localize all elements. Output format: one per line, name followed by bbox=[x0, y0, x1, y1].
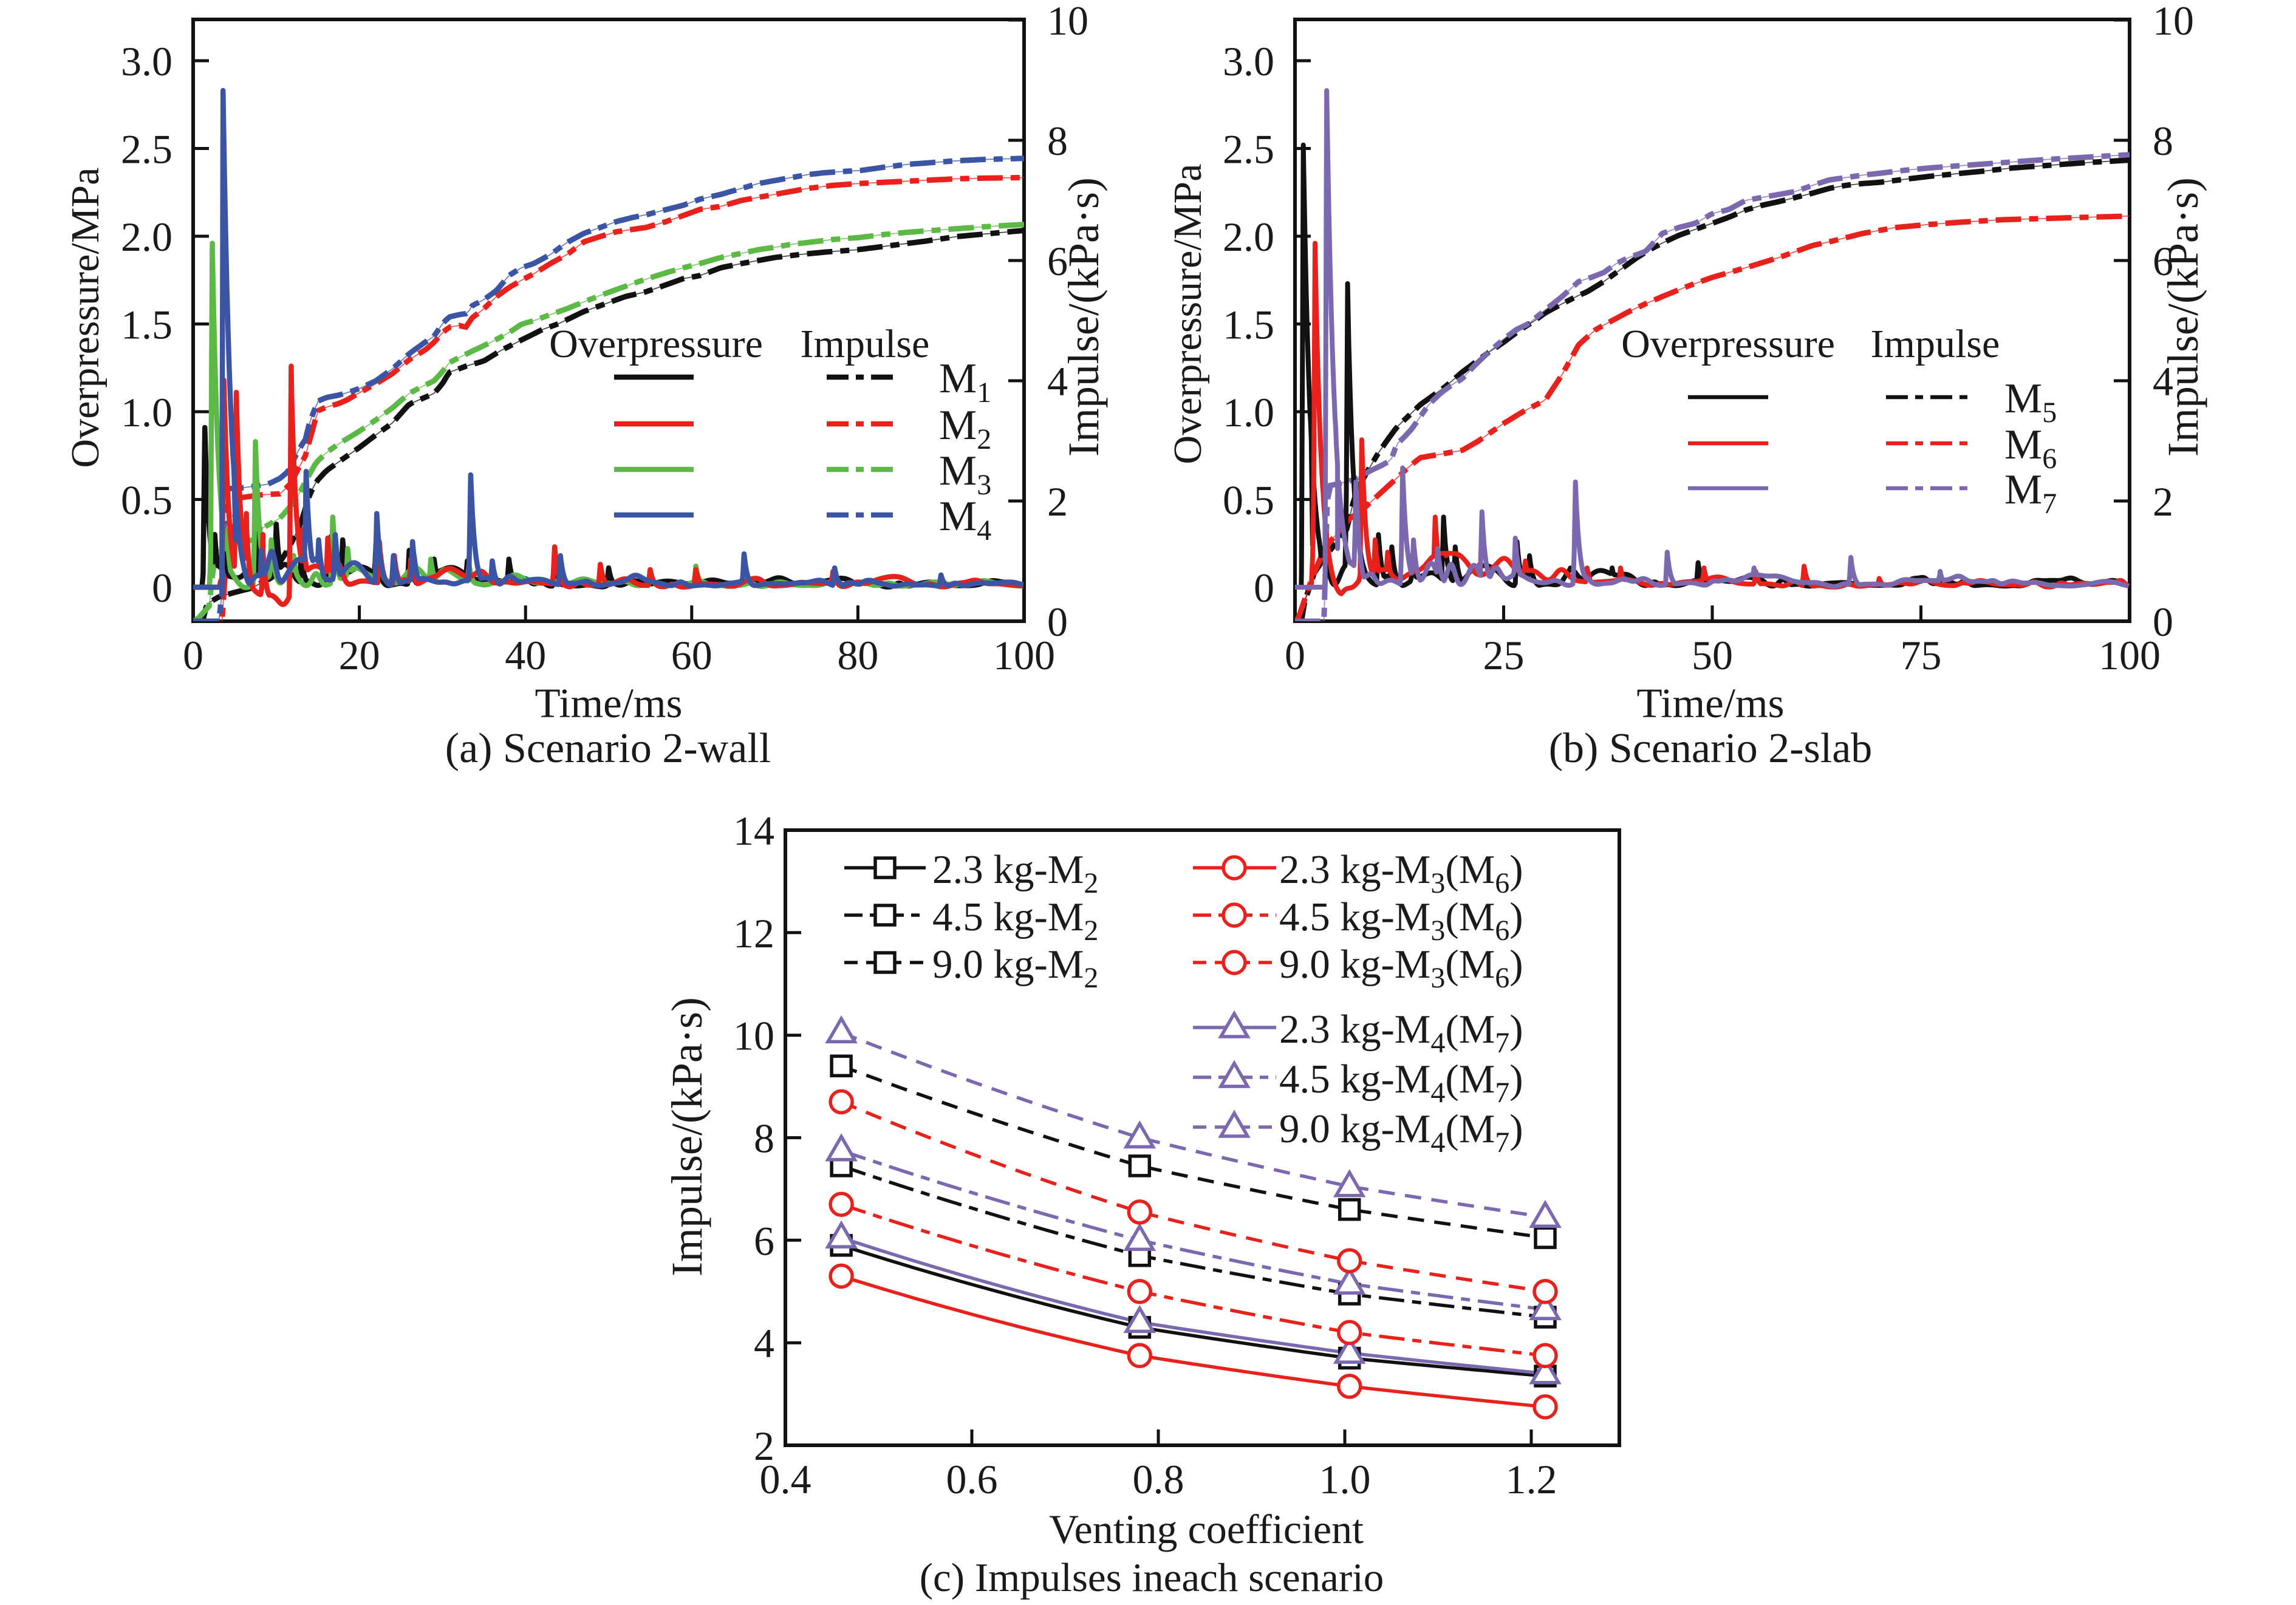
svg-text:1.2: 1.2 bbox=[1506, 1456, 1557, 1502]
svg-text:2.5: 2.5 bbox=[1223, 126, 1274, 172]
svg-text:2: 2 bbox=[2153, 479, 2173, 525]
svg-text:0.5: 0.5 bbox=[1223, 477, 1274, 523]
svg-text:Impulse/(kPa·s): Impulse/(kPa·s) bbox=[1059, 177, 1108, 457]
svg-text:6: 6 bbox=[2153, 238, 2173, 284]
svg-text:9.0 kg-M4(M7): 9.0 kg-M4(M7) bbox=[1279, 1106, 1523, 1159]
svg-text:8: 8 bbox=[1047, 118, 1068, 164]
svg-text:9.0 kg-M2: 9.0 kg-M2 bbox=[932, 942, 1098, 994]
svg-text:0.4: 0.4 bbox=[760, 1456, 811, 1502]
svg-text:Impulse: Impulse bbox=[801, 322, 930, 366]
svg-text:1.0: 1.0 bbox=[121, 389, 173, 435]
svg-text:4.5 kg-M3(M6): 4.5 kg-M3(M6) bbox=[1279, 895, 1523, 947]
svg-text:Overpressure/MPa: Overpressure/MPa bbox=[1166, 164, 1210, 465]
svg-text:2: 2 bbox=[754, 1423, 774, 1469]
svg-text:1.5: 1.5 bbox=[1223, 302, 1274, 348]
svg-text:2.5: 2.5 bbox=[121, 126, 173, 172]
svg-text:10: 10 bbox=[733, 1013, 774, 1059]
svg-text:40: 40 bbox=[505, 632, 546, 678]
svg-text:0: 0 bbox=[1254, 565, 1274, 611]
svg-text:25: 25 bbox=[1483, 632, 1525, 678]
svg-text:4: 4 bbox=[2153, 358, 2173, 404]
svg-text:0.6: 0.6 bbox=[946, 1456, 998, 1502]
svg-text:9.0 kg-M3(M6): 9.0 kg-M3(M6) bbox=[1279, 942, 1523, 994]
svg-text:4: 4 bbox=[1047, 358, 1068, 404]
svg-text:2.3 kg-M3(M6): 2.3 kg-M3(M6) bbox=[1279, 847, 1523, 899]
svg-text:0: 0 bbox=[2153, 599, 2173, 645]
svg-text:0.5: 0.5 bbox=[121, 477, 173, 523]
svg-text:0: 0 bbox=[1047, 599, 1068, 645]
svg-text:(b) Scenario 2-slab: (b) Scenario 2-slab bbox=[1549, 725, 1873, 772]
svg-text:10: 10 bbox=[1047, 0, 1088, 44]
svg-text:12: 12 bbox=[733, 910, 774, 956]
svg-text:14: 14 bbox=[733, 808, 774, 854]
svg-text:3.0: 3.0 bbox=[121, 38, 173, 84]
svg-text:(c) Impulses ineach scenario: (c) Impulses ineach scenario bbox=[920, 1555, 1384, 1600]
svg-text:20: 20 bbox=[339, 632, 380, 678]
svg-text:Time/ms: Time/ms bbox=[1637, 680, 1785, 726]
svg-text:80: 80 bbox=[837, 632, 878, 678]
svg-text:1.0: 1.0 bbox=[1319, 1456, 1371, 1502]
svg-text:4.5 kg-M4(M7): 4.5 kg-M4(M7) bbox=[1279, 1057, 1523, 1109]
svg-text:Overpressure: Overpressure bbox=[549, 322, 763, 366]
svg-text:Overpressure/MPa: Overpressure/MPa bbox=[63, 168, 108, 468]
svg-text:Impulse/(kPa·s): Impulse/(kPa·s) bbox=[663, 997, 711, 1276]
svg-text:2.3 kg-M2: 2.3 kg-M2 bbox=[932, 847, 1098, 899]
svg-text:2.0: 2.0 bbox=[121, 214, 173, 260]
svg-text:6: 6 bbox=[754, 1218, 774, 1264]
svg-text:0: 0 bbox=[1285, 632, 1305, 678]
svg-text:Impulse/(kPa·s): Impulse/(kPa·s) bbox=[2159, 177, 2207, 457]
svg-text:0: 0 bbox=[183, 632, 203, 678]
svg-text:2.0: 2.0 bbox=[1223, 214, 1274, 260]
svg-text:1.5: 1.5 bbox=[121, 302, 173, 348]
svg-text:4: 4 bbox=[754, 1320, 774, 1366]
svg-text:75: 75 bbox=[1901, 632, 1942, 678]
svg-text:10: 10 bbox=[2153, 0, 2194, 44]
svg-text:100: 100 bbox=[993, 632, 1055, 678]
svg-text:1.0: 1.0 bbox=[1223, 389, 1274, 435]
svg-text:3.0: 3.0 bbox=[1223, 38, 1274, 84]
svg-text:2.3 kg-M4(M7): 2.3 kg-M4(M7) bbox=[1279, 1007, 1523, 1059]
svg-text:6: 6 bbox=[1047, 238, 1068, 284]
svg-text:Overpressure: Overpressure bbox=[1621, 322, 1835, 366]
svg-text:0.8: 0.8 bbox=[1133, 1456, 1184, 1502]
svg-text:60: 60 bbox=[671, 632, 712, 678]
svg-text:(a) Scenario 2-wall: (a) Scenario 2-wall bbox=[445, 725, 771, 772]
svg-text:50: 50 bbox=[1692, 632, 1733, 678]
svg-text:Venting coefficient: Venting coefficient bbox=[1049, 1506, 1364, 1552]
svg-text:8: 8 bbox=[754, 1116, 774, 1162]
svg-text:100: 100 bbox=[2099, 632, 2161, 678]
svg-text:Impulse: Impulse bbox=[1871, 322, 2000, 366]
svg-text:2: 2 bbox=[1047, 479, 1068, 525]
svg-text:4.5 kg-M2: 4.5 kg-M2 bbox=[932, 895, 1098, 947]
svg-text:0: 0 bbox=[152, 565, 173, 611]
svg-text:Time/ms: Time/ms bbox=[535, 680, 683, 726]
svg-text:8: 8 bbox=[2153, 118, 2173, 164]
